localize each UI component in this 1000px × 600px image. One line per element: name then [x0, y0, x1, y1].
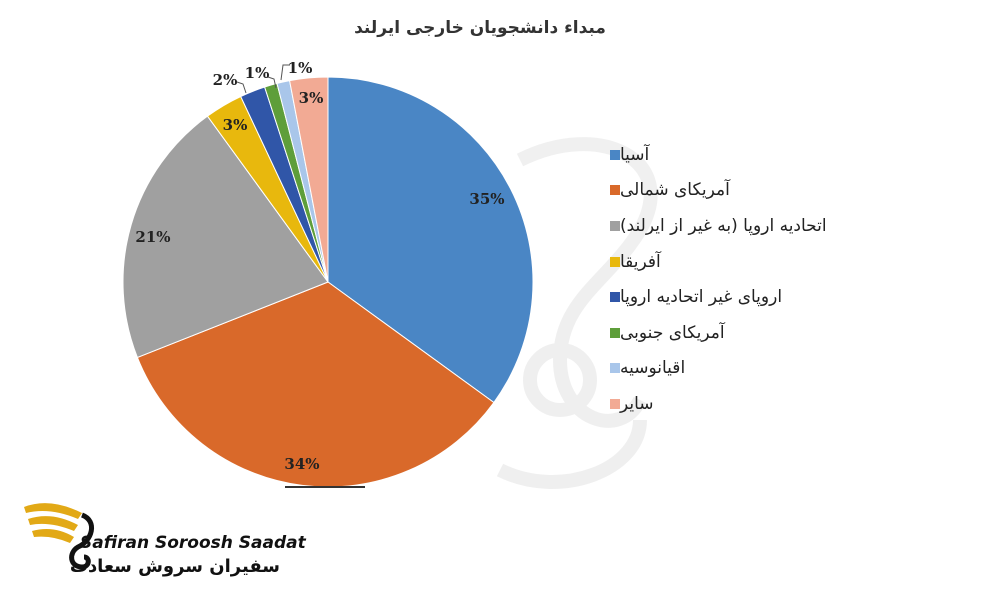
logo-text-persian: سفیران سروش سعادت	[69, 556, 280, 577]
data-label-4: 3%	[223, 116, 248, 134]
legend-item-3: اتحادیه اروپا (به غیر از ایرلند)	[600, 208, 880, 244]
data-label-2: 34%	[284, 455, 319, 473]
legend-swatch	[610, 256, 620, 267]
leader-line-5	[236, 81, 247, 94]
company-logo	[24, 503, 94, 570]
legend-swatch	[610, 398, 620, 409]
legend-item-6: آمریکای جنوبی	[600, 315, 880, 351]
legend-item-4: آفریقا	[600, 244, 880, 280]
logo-text-latin: Safiran Soroosh Saadat	[80, 533, 306, 553]
legend-label: آمریکای جنوبی	[620, 322, 725, 343]
legend-label: آسیا	[620, 144, 650, 165]
data-label-6: 1%	[245, 64, 270, 82]
legend-item-1: آسیا	[600, 137, 880, 173]
leader-line-6	[267, 76, 277, 89]
legend: آسیا آمریکای شمالی اتحادیه اروپا (به غیر ا…	[600, 137, 880, 422]
legend-label: آمریکای شمالی	[620, 180, 730, 201]
legend-item-8: سایر	[600, 386, 880, 422]
swan-wing-icon	[24, 503, 94, 570]
data-label-8: 3%	[299, 89, 324, 107]
watermark	[496, 137, 658, 489]
legend-swatch	[610, 220, 620, 231]
legend-swatch	[610, 292, 620, 303]
pie-slice-8	[289, 76, 329, 283]
legend-swatch	[610, 185, 620, 196]
legend-label: اقیانوسیه	[620, 358, 686, 379]
data-label-1: 35%	[469, 190, 504, 208]
legend-label: اتحادیه اروپا (به غیر از ایرلند)	[620, 215, 827, 236]
legend-swatch	[610, 327, 620, 338]
legend-item-5: اروپای غیر اتحادیه اروپا	[600, 279, 880, 315]
legend-item-2: آمریکای شمالی	[600, 173, 880, 209]
pie-slice-3	[122, 115, 329, 359]
data-label-7: 1%	[288, 59, 313, 77]
chart-title: مبداء دانشجویان خارجی ایرلند	[354, 18, 606, 38]
leader-line-7	[280, 64, 290, 81]
legend-label: سایر	[620, 393, 654, 414]
pie-slice-2	[136, 281, 495, 488]
legend-label: آفریقا	[620, 251, 661, 272]
legend-swatch	[610, 149, 620, 160]
legend-label: اروپای غیر اتحادیه اروپا	[620, 287, 783, 308]
data-label-3: 21%	[135, 228, 170, 246]
legend-swatch	[610, 363, 620, 374]
legend-item-7: اقیانوسیه	[600, 351, 880, 387]
data-label-5: 2%	[213, 71, 238, 89]
pie-slice-1	[327, 76, 534, 404]
